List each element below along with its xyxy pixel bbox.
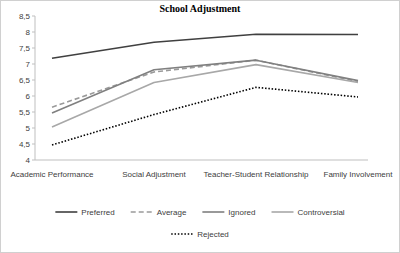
series-line bbox=[52, 60, 358, 113]
x-tick-label: Family Involvement bbox=[324, 170, 394, 179]
y-tick-label: 6 bbox=[26, 92, 31, 101]
y-axis-line bbox=[35, 16, 36, 160]
y-tick-label: 7,5 bbox=[19, 44, 31, 53]
legend-label: Controversial bbox=[298, 208, 345, 217]
series-line bbox=[52, 87, 358, 145]
legend-item: Controversial bbox=[272, 208, 345, 217]
legend-swatch bbox=[55, 211, 77, 213]
legend-item: Preferred bbox=[55, 208, 114, 217]
y-tick-label: 8,5 bbox=[19, 12, 31, 21]
x-axis-line bbox=[35, 160, 368, 161]
y-tick-label: 7 bbox=[26, 60, 31, 69]
y-tick-label: 6,5 bbox=[19, 76, 31, 85]
legend-label: Rejected bbox=[197, 230, 229, 239]
series-group bbox=[52, 34, 358, 145]
legend-label: Preferred bbox=[81, 208, 114, 217]
legend: Preferred Average Ignored Controversial Reje… bbox=[55, 208, 345, 239]
legend-label: Average bbox=[157, 208, 187, 217]
y-tick-label: 8 bbox=[26, 28, 31, 37]
series-line bbox=[52, 65, 358, 127]
series-line bbox=[52, 34, 358, 58]
legend-swatch bbox=[131, 211, 153, 213]
chart-frame bbox=[1, 1, 400, 253]
legend-swatch bbox=[202, 211, 224, 213]
chart: School Adjustment 4 4,5 5 5,5 6 6,5 7 7,5 8 8,5 Aca… bbox=[0, 0, 400, 253]
legend-swatch bbox=[272, 211, 294, 213]
legend-label: Ignored bbox=[228, 208, 255, 217]
legend-item: Rejected bbox=[171, 230, 229, 239]
y-tick-label: 5,5 bbox=[19, 108, 31, 117]
legend-item: Ignored bbox=[202, 208, 255, 217]
x-tick-label: Teacher-Student Relationship bbox=[204, 170, 310, 179]
x-tick-label: Social Adjustment bbox=[122, 170, 186, 179]
y-tick-label: 4,5 bbox=[19, 140, 31, 149]
x-tick-label: Academic Performance bbox=[10, 170, 94, 179]
legend-item: Average bbox=[131, 208, 187, 217]
chart-title: School Adjustment bbox=[160, 3, 242, 14]
y-tick-label: 4 bbox=[26, 156, 31, 165]
legend-swatch bbox=[171, 233, 193, 235]
y-tick-label: 5 bbox=[26, 124, 31, 133]
